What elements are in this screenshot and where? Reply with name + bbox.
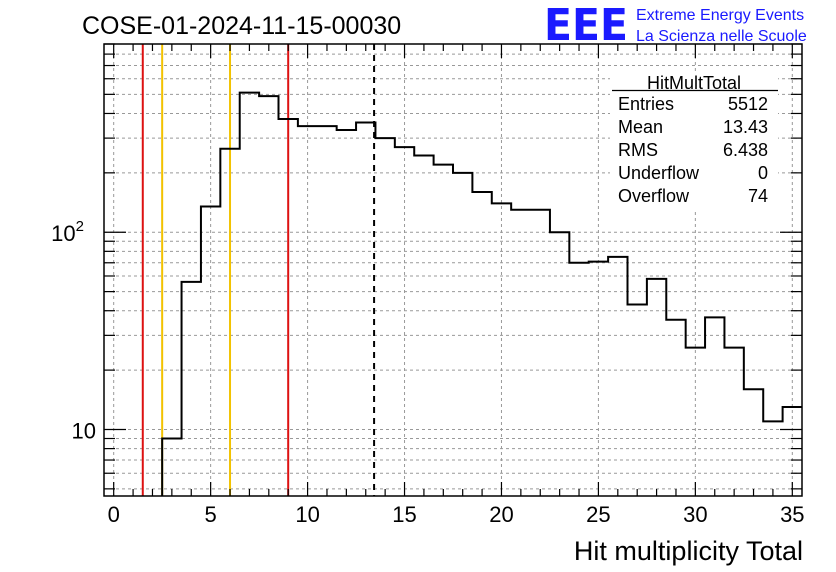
logo-line-2: La Scienza nelle Scuole (636, 28, 807, 45)
x-tick-label: 5 (205, 502, 217, 527)
y-tick-labels: 10 102 (51, 218, 96, 443)
stats-value: 0 (758, 163, 768, 183)
stats-value: 13.43 (723, 117, 768, 137)
eee-logo: EEE Extreme Energy Events La Scienza nel… (544, 0, 807, 51)
y-tick-label: 102 (51, 218, 84, 246)
stats-box: HitMultTotal Entries 5512 Mean 13.43 RMS 6.43… (610, 72, 778, 212)
plot-frame (103, 43, 803, 497)
stats-value: 5512 (728, 94, 768, 114)
stats-label: Underflow (618, 163, 700, 183)
stats-label: Entries (618, 94, 674, 114)
chart-title: COSE-01-2024-11-15-00030 (82, 12, 401, 40)
y-tick-label: 10 (72, 418, 96, 443)
stats-value: 74 (748, 186, 768, 206)
stats-value: 6.438 (723, 140, 768, 160)
logo-line-1: Extreme Energy Events (636, 7, 804, 24)
x-tick-label: 15 (392, 502, 416, 527)
x-tick-label: 0 (108, 502, 120, 527)
x-tick-label: 30 (683, 502, 707, 527)
axis-ticks (104, 43, 802, 496)
x-tick-label: 10 (295, 502, 319, 527)
eee-logo-mark: EEE (544, 0, 628, 51)
histogram-series (161, 91, 802, 496)
x-tick-label: 35 (780, 502, 804, 527)
stats-title: HitMultTotal (647, 73, 741, 93)
x-tick-labels: 0 5 10 15 20 25 30 35 (108, 502, 805, 527)
stats-rows: Entries 5512 Mean 13.43 RMS 6.438 Underflow 0 Ov… (618, 94, 768, 206)
x-tick-label: 25 (586, 502, 610, 527)
x-tick-label: 20 (489, 502, 513, 527)
stats-label: Mean (618, 117, 663, 137)
marker-lines (141, 44, 376, 496)
stats-label: Overflow (618, 186, 690, 206)
stats-label: RMS (618, 140, 658, 160)
x-axis-label: Hit multiplicity Total (574, 536, 803, 566)
